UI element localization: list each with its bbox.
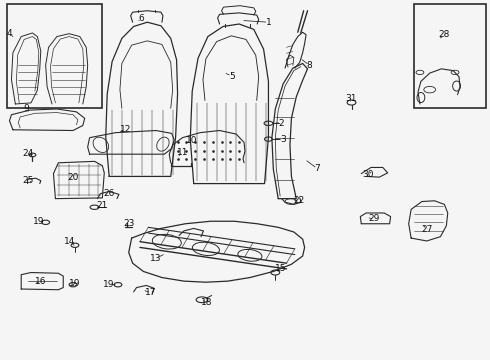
Text: 18: 18 [201, 298, 213, 307]
Bar [6, 4, 102, 108]
Bar [414, 4, 486, 108]
Text: 3: 3 [280, 135, 286, 144]
Text: 23: 23 [123, 219, 134, 228]
Text: 19: 19 [69, 279, 81, 288]
Text: 10: 10 [186, 136, 197, 145]
Text: 25: 25 [22, 176, 33, 185]
Text: 31: 31 [346, 94, 357, 103]
Text: 29: 29 [369, 214, 380, 223]
Text: 4: 4 [7, 29, 12, 38]
Text: 17: 17 [146, 288, 157, 297]
Text: 19: 19 [33, 217, 45, 226]
Text: 11: 11 [177, 148, 188, 157]
Text: 15: 15 [275, 265, 287, 274]
Text: 24: 24 [22, 149, 33, 158]
Text: 12: 12 [120, 125, 131, 134]
Text: 20: 20 [67, 173, 79, 182]
Text: 1: 1 [266, 18, 271, 27]
Text: 16: 16 [35, 276, 47, 285]
Text: 26: 26 [103, 189, 115, 198]
Text: 19: 19 [103, 280, 115, 289]
Text: 21: 21 [97, 201, 108, 210]
Text: 27: 27 [421, 225, 433, 234]
Text: 2: 2 [279, 119, 285, 128]
Text: 30: 30 [363, 171, 374, 180]
Text: 22: 22 [293, 196, 304, 205]
Text: 7: 7 [315, 164, 320, 173]
Text: 5: 5 [229, 72, 235, 81]
Text: 28: 28 [439, 30, 450, 39]
Text: 9: 9 [23, 104, 29, 113]
Text: 8: 8 [307, 61, 312, 70]
Text: 13: 13 [150, 254, 162, 263]
Text: 14: 14 [64, 237, 76, 246]
Text: 6: 6 [139, 14, 144, 23]
